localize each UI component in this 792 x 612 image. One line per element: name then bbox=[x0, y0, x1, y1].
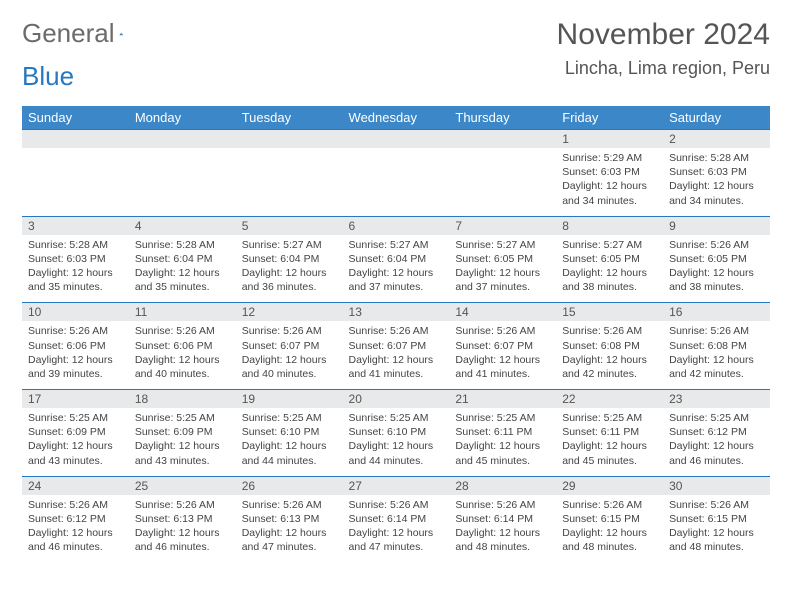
detail-row: Sunrise: 5:25 AMSunset: 6:09 PMDaylight:… bbox=[22, 408, 770, 476]
day-header: Sunday bbox=[22, 106, 129, 130]
day-number: 14 bbox=[449, 303, 556, 322]
day-number: 4 bbox=[129, 216, 236, 235]
detail-row: Sunrise: 5:26 AMSunset: 6:12 PMDaylight:… bbox=[22, 495, 770, 563]
day-number: 20 bbox=[343, 390, 450, 409]
day-number: 28 bbox=[449, 476, 556, 495]
day-number bbox=[236, 130, 343, 149]
day-cell: Sunrise: 5:26 AMSunset: 6:08 PMDaylight:… bbox=[556, 321, 663, 389]
day-number: 2 bbox=[663, 130, 770, 149]
day-number: 6 bbox=[343, 216, 450, 235]
day-cell bbox=[22, 148, 129, 216]
day-number: 7 bbox=[449, 216, 556, 235]
location: Lincha, Lima region, Peru bbox=[557, 58, 770, 79]
day-number: 30 bbox=[663, 476, 770, 495]
day-cell: Sunrise: 5:25 AMSunset: 6:11 PMDaylight:… bbox=[556, 408, 663, 476]
daynum-row: 17181920212223 bbox=[22, 390, 770, 409]
day-number: 13 bbox=[343, 303, 450, 322]
day-cell: Sunrise: 5:28 AMSunset: 6:04 PMDaylight:… bbox=[129, 235, 236, 303]
day-cell: Sunrise: 5:26 AMSunset: 6:07 PMDaylight:… bbox=[236, 321, 343, 389]
detail-row: Sunrise: 5:26 AMSunset: 6:06 PMDaylight:… bbox=[22, 321, 770, 389]
detail-row: Sunrise: 5:29 AMSunset: 6:03 PMDaylight:… bbox=[22, 148, 770, 216]
day-cell: Sunrise: 5:26 AMSunset: 6:06 PMDaylight:… bbox=[129, 321, 236, 389]
day-number: 12 bbox=[236, 303, 343, 322]
day-number bbox=[343, 130, 450, 149]
day-cell bbox=[236, 148, 343, 216]
brand-logo: General bbox=[22, 18, 147, 49]
day-header: Tuesday bbox=[236, 106, 343, 130]
brand-name-2: Blue bbox=[22, 61, 74, 91]
calendar-table: Sunday Monday Tuesday Wednesday Thursday… bbox=[22, 106, 770, 562]
day-header: Thursday bbox=[449, 106, 556, 130]
day-cell bbox=[129, 148, 236, 216]
day-number: 1 bbox=[556, 130, 663, 149]
day-number: 8 bbox=[556, 216, 663, 235]
day-cell: Sunrise: 5:25 AMSunset: 6:10 PMDaylight:… bbox=[236, 408, 343, 476]
day-header-row: Sunday Monday Tuesday Wednesday Thursday… bbox=[22, 106, 770, 130]
day-cell bbox=[449, 148, 556, 216]
day-cell: Sunrise: 5:26 AMSunset: 6:13 PMDaylight:… bbox=[236, 495, 343, 563]
title-block: November 2024 Lincha, Lima region, Peru bbox=[557, 18, 770, 79]
day-number: 29 bbox=[556, 476, 663, 495]
day-cell: Sunrise: 5:26 AMSunset: 6:07 PMDaylight:… bbox=[343, 321, 450, 389]
day-cell: Sunrise: 5:26 AMSunset: 6:15 PMDaylight:… bbox=[556, 495, 663, 563]
day-cell: Sunrise: 5:25 AMSunset: 6:10 PMDaylight:… bbox=[343, 408, 450, 476]
day-number: 11 bbox=[129, 303, 236, 322]
day-number: 22 bbox=[556, 390, 663, 409]
day-number: 16 bbox=[663, 303, 770, 322]
day-cell: Sunrise: 5:26 AMSunset: 6:05 PMDaylight:… bbox=[663, 235, 770, 303]
day-header: Wednesday bbox=[343, 106, 450, 130]
day-cell: Sunrise: 5:25 AMSunset: 6:12 PMDaylight:… bbox=[663, 408, 770, 476]
day-cell: Sunrise: 5:29 AMSunset: 6:03 PMDaylight:… bbox=[556, 148, 663, 216]
day-cell: Sunrise: 5:25 AMSunset: 6:09 PMDaylight:… bbox=[129, 408, 236, 476]
day-number: 27 bbox=[343, 476, 450, 495]
detail-row: Sunrise: 5:28 AMSunset: 6:03 PMDaylight:… bbox=[22, 235, 770, 303]
day-cell: Sunrise: 5:27 AMSunset: 6:05 PMDaylight:… bbox=[556, 235, 663, 303]
day-number: 15 bbox=[556, 303, 663, 322]
brand-sail-icon bbox=[119, 23, 123, 45]
day-cell: Sunrise: 5:28 AMSunset: 6:03 PMDaylight:… bbox=[663, 148, 770, 216]
brand-name-1: General bbox=[22, 18, 115, 49]
day-cell: Sunrise: 5:27 AMSunset: 6:04 PMDaylight:… bbox=[343, 235, 450, 303]
day-number: 3 bbox=[22, 216, 129, 235]
day-number: 18 bbox=[129, 390, 236, 409]
daynum-row: 24252627282930 bbox=[22, 476, 770, 495]
day-header: Monday bbox=[129, 106, 236, 130]
day-cell: Sunrise: 5:26 AMSunset: 6:07 PMDaylight:… bbox=[449, 321, 556, 389]
day-number: 5 bbox=[236, 216, 343, 235]
day-number: 23 bbox=[663, 390, 770, 409]
day-header: Saturday bbox=[663, 106, 770, 130]
day-number: 24 bbox=[22, 476, 129, 495]
day-cell: Sunrise: 5:26 AMSunset: 6:14 PMDaylight:… bbox=[449, 495, 556, 563]
day-cell: Sunrise: 5:25 AMSunset: 6:11 PMDaylight:… bbox=[449, 408, 556, 476]
day-number: 25 bbox=[129, 476, 236, 495]
day-number bbox=[449, 130, 556, 149]
day-cell: Sunrise: 5:26 AMSunset: 6:13 PMDaylight:… bbox=[129, 495, 236, 563]
day-header: Friday bbox=[556, 106, 663, 130]
day-cell bbox=[343, 148, 450, 216]
day-cell: Sunrise: 5:25 AMSunset: 6:09 PMDaylight:… bbox=[22, 408, 129, 476]
day-number: 17 bbox=[22, 390, 129, 409]
day-cell: Sunrise: 5:26 AMSunset: 6:06 PMDaylight:… bbox=[22, 321, 129, 389]
day-cell: Sunrise: 5:27 AMSunset: 6:04 PMDaylight:… bbox=[236, 235, 343, 303]
day-number: 26 bbox=[236, 476, 343, 495]
daynum-row: 10111213141516 bbox=[22, 303, 770, 322]
day-cell: Sunrise: 5:26 AMSunset: 6:12 PMDaylight:… bbox=[22, 495, 129, 563]
day-number: 9 bbox=[663, 216, 770, 235]
day-number: 21 bbox=[449, 390, 556, 409]
month-title: November 2024 bbox=[557, 18, 770, 52]
day-cell: Sunrise: 5:26 AMSunset: 6:15 PMDaylight:… bbox=[663, 495, 770, 563]
day-cell: Sunrise: 5:27 AMSunset: 6:05 PMDaylight:… bbox=[449, 235, 556, 303]
day-cell: Sunrise: 5:26 AMSunset: 6:14 PMDaylight:… bbox=[343, 495, 450, 563]
day-number: 19 bbox=[236, 390, 343, 409]
day-number: 10 bbox=[22, 303, 129, 322]
day-cell: Sunrise: 5:26 AMSunset: 6:08 PMDaylight:… bbox=[663, 321, 770, 389]
day-cell: Sunrise: 5:28 AMSunset: 6:03 PMDaylight:… bbox=[22, 235, 129, 303]
day-number bbox=[22, 130, 129, 149]
day-number bbox=[129, 130, 236, 149]
daynum-row: 3456789 bbox=[22, 216, 770, 235]
daynum-row: 12 bbox=[22, 130, 770, 149]
